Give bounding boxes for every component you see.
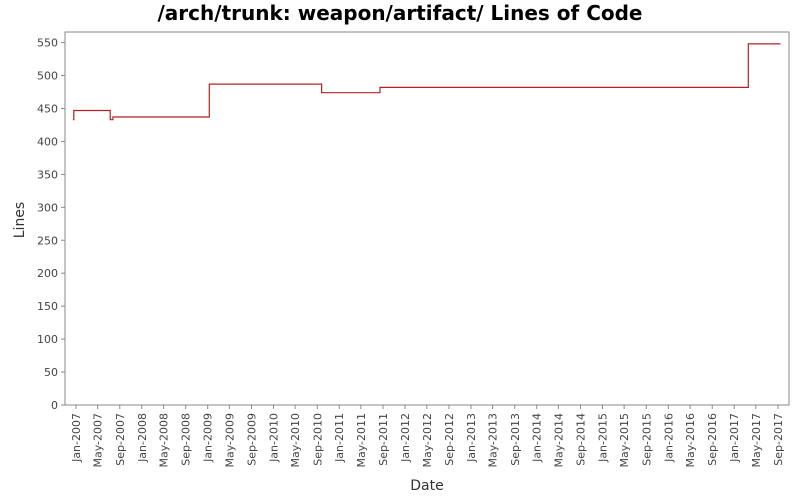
y-tick-label: 100 [37,333,58,346]
y-axis: 0 50 100 150 200 250 300 350 400 450 500 550 [37,37,65,412]
x-tick-label: Sep-2014 [575,413,588,466]
x-tick-label: Sep-2009 [245,413,258,466]
x-tick-label: May-2015 [618,413,631,468]
x-tick-label: Sep-2011 [377,413,390,466]
x-tick-label: May-2010 [289,413,302,468]
x-tick-label: May-2011 [355,413,368,468]
chart-title: /arch/trunk: weapon/artifact/ Lines of C… [158,1,643,25]
y-tick-label: 250 [37,234,58,247]
x-tick-label: Sep-2010 [311,413,324,466]
x-tick-label: May-2016 [684,413,697,468]
x-tick-label: Jan-2012 [399,413,412,463]
x-tick-label: Jan-2017 [728,413,741,463]
x-tick-label: Sep-2013 [509,413,522,466]
plot-area [64,31,790,406]
x-axis: Jan-2007 May-2007 Sep-2007 Jan-2008 May-2008… [70,405,785,468]
y-tick-label: 550 [37,37,58,50]
x-tick-label: Jan-2015 [597,413,610,463]
x-tick-label: Jan-2011 [333,413,346,463]
x-tick-label: Jan-2013 [465,413,478,463]
y-tick-label: 300 [37,201,58,214]
x-tick-label: Sep-2007 [114,413,127,466]
series-layer [72,43,781,121]
series-line [72,43,781,121]
x-tick-label: May-2008 [158,413,171,468]
x-tick-label: Jan-2010 [267,413,280,463]
x-tick-label: Jan-2008 [136,413,149,463]
y-tick-label: 0 [51,399,58,412]
x-tick-label: Jan-2007 [70,413,83,463]
x-tick-label: Jan-2014 [531,413,544,463]
x-tick-label: Jan-2016 [662,413,675,463]
y-tick-label: 200 [37,267,58,280]
x-tick-label: Sep-2012 [443,413,456,466]
x-tick-label: Sep-2016 [706,413,719,466]
x-tick-label: May-2017 [750,413,763,468]
x-tick-label: Sep-2015 [640,413,653,466]
x-tick-label: Sep-2017 [772,413,785,466]
x-tick-label: May-2013 [487,413,500,468]
x-tick-label: May-2012 [421,413,434,468]
x-tick-label: May-2007 [92,413,105,468]
y-tick-label: 450 [37,102,58,115]
y-tick-label: 150 [37,300,58,313]
x-tick-label: Jan-2009 [202,413,215,463]
x-tick-label: May-2009 [223,413,236,468]
y-tick-label: 350 [37,168,58,181]
y-axis-label: Lines [12,202,28,238]
y-tick-label: 500 [37,70,58,83]
y-tick-label: 400 [37,135,58,148]
y-tick-label: 50 [44,366,58,379]
x-axis-label: Date [410,478,443,494]
x-tick-label: May-2014 [552,413,565,468]
x-tick-label: Sep-2008 [180,413,193,466]
